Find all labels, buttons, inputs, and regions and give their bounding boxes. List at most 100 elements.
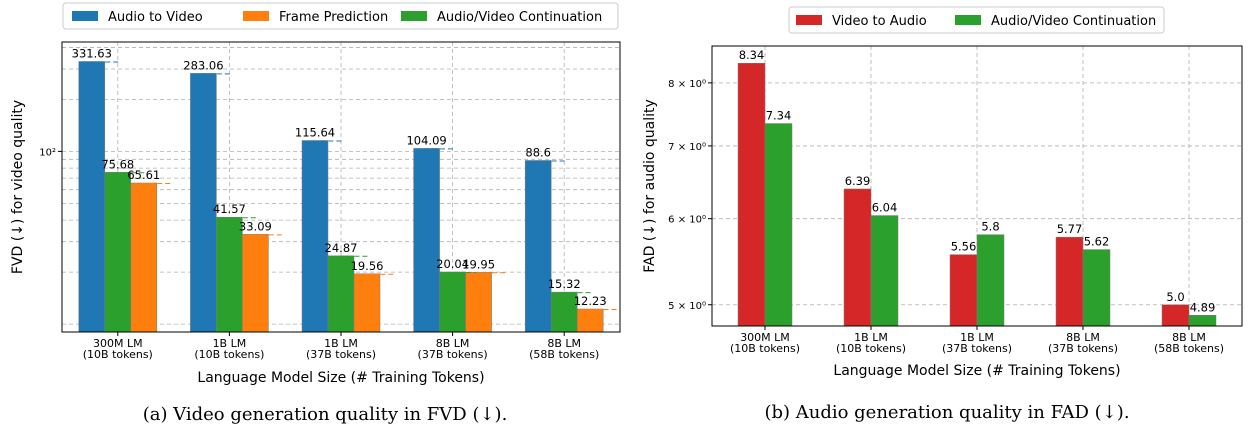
legend-swatch-audio-to-video	[72, 11, 98, 21]
bar-audio-to-video	[78, 61, 106, 333]
legend-label-frame-prediction: Frame Prediction	[279, 10, 388, 25]
bar-audio-video-continuation	[439, 271, 466, 333]
data-label-video-to-audio: 5.0	[1166, 290, 1184, 304]
legend-label-video-to-audio: Video to Audio	[832, 14, 927, 29]
chart-a-reference-lines	[89, 61, 619, 310]
bar-frame-prediction	[576, 308, 604, 333]
data-label-audio-to-video: 115.64	[295, 126, 335, 140]
chart-a-x-ticks: 300M LM(10B tokens)1B LM(10B tokens)1B L…	[83, 332, 599, 361]
x-tick-label: (37B tokens)	[1048, 342, 1118, 355]
data-label-audio-video-continuation: 24.87	[325, 241, 358, 255]
data-label-audio-video-continuation: 5.62	[1084, 235, 1110, 249]
data-label-video-to-audio: 5.77	[1057, 222, 1083, 236]
bar-frame-prediction	[242, 234, 269, 333]
chart-b-caption: (b) Audio generation quality in FAD (↓).	[764, 402, 1129, 423]
x-tick-label: 1B LM	[960, 331, 994, 344]
bar-frame-prediction	[465, 272, 492, 333]
x-tick-label: (58B tokens)	[529, 348, 599, 361]
chart-b-legend: Video to Audio Audio/Video Continuation	[788, 6, 1165, 34]
chart-a-y-axis-label: FVD (↓) for video quality	[10, 100, 26, 274]
legend-swatch-av-continuation-b	[955, 15, 981, 25]
bar-audio-video-continuation	[870, 215, 899, 327]
bar-audio-video-continuation	[764, 123, 793, 327]
legend-swatch-frame-prediction	[243, 11, 269, 21]
x-tick-label: 8B LM	[1172, 331, 1206, 344]
x-tick-label: 300M LM	[740, 331, 790, 344]
data-label-frame-prediction: 19.95	[462, 257, 495, 271]
bar-video-to-audio	[737, 62, 766, 327]
chart-a-legend: Audio to Video Frame Prediction Audio/Vi…	[62, 2, 619, 30]
bar-audio-video-continuation	[216, 216, 243, 333]
x-tick-label: (37B tokens)	[306, 348, 376, 361]
data-label-audio-to-video: 104.09	[406, 133, 446, 147]
data-label-video-to-audio: 8.34	[739, 48, 765, 62]
chart-b-y-ticks: 5 × 10⁰ 6 × 10⁰ 7 × 10⁰ 8 × 10⁰	[668, 79, 712, 312]
data-label-audio-to-video: 88.6	[525, 145, 551, 159]
data-label-audio-video-continuation: 6.04	[872, 201, 898, 215]
audio-fad-chart: 8.34 6.39 5.56 5.77 5.0 7.34 6.04 5.8 5.62 4.89 5…	[642, 6, 1243, 423]
y-tick-label: 5 × 10⁰	[668, 301, 706, 312]
x-tick-label: (10B tokens)	[836, 342, 906, 355]
x-tick-label: (58B tokens)	[1154, 342, 1224, 355]
data-label-frame-prediction: 65.61	[127, 168, 160, 182]
data-label-audio-video-continuation: 75.68	[101, 157, 134, 171]
video-fvd-chart: 331.63 283.06 115.64 104.09 88.6 75.68 41.57 24…	[10, 2, 621, 425]
data-label-audio-video-continuation: 20.04	[436, 257, 469, 271]
y-tick-label: 6 × 10⁰	[668, 215, 706, 226]
legend-swatch-av-continuation	[401, 11, 427, 21]
data-label-frame-prediction: 19.56	[351, 259, 384, 273]
chart-a-legend-box	[62, 2, 619, 30]
bar-video-to-audio	[1161, 304, 1190, 327]
bar-video-to-audio	[949, 254, 978, 327]
legend-label-av-continuation-b: Audio/Video Continuation	[991, 14, 1156, 29]
bar-audio-video-continuation	[976, 234, 1005, 327]
x-tick-label: 8B LM	[436, 337, 470, 350]
data-label-audio-video-continuation: 7.34	[766, 109, 792, 123]
data-label-video-to-audio: 5.56	[951, 240, 977, 254]
bar-video-to-audio	[843, 188, 872, 327]
bar-audio-to-video	[413, 148, 440, 333]
data-label-audio-to-video: 331.63	[72, 46, 112, 60]
x-tick-label: (10B tokens)	[83, 348, 153, 361]
x-tick-label: (37B tokens)	[418, 348, 488, 361]
bar-audio-video-continuation	[1188, 315, 1217, 327]
x-tick-label: (37B tokens)	[942, 342, 1012, 355]
chart-b-bars	[737, 62, 1217, 327]
x-tick-label: 1B LM	[213, 337, 247, 350]
chart-a-y-ticks: 10²	[39, 147, 62, 158]
bar-audio-video-continuation	[327, 255, 355, 333]
bar-frame-prediction	[130, 182, 158, 333]
y-tick-label: 8 × 10⁰	[668, 79, 706, 90]
data-label-audio-to-video: 283.06	[183, 58, 223, 72]
chart-b-x-axis-label: Language Model Size (# Training Tokens)	[833, 363, 1120, 379]
legend-label-av-continuation: Audio/Video Continuation	[437, 10, 602, 25]
bar-audio-to-video	[301, 140, 329, 333]
chart-a-data-labels: 331.63 283.06 115.64 104.09 88.6 75.68 41.57 24…	[72, 46, 607, 308]
y-tick-label: 10²	[39, 147, 56, 158]
data-label-audio-video-continuation: 41.57	[213, 202, 246, 216]
chart-b-y-axis-label: FAD (↓) for audio quality	[642, 99, 658, 273]
data-label-frame-prediction: 33.09	[239, 219, 272, 233]
bar-video-to-audio	[1055, 236, 1084, 327]
x-tick-label: 8B LM	[1066, 331, 1100, 344]
chart-a-x-axis-label: Language Model Size (# Training Tokens)	[197, 370, 484, 386]
chart-a-bars	[78, 61, 604, 333]
x-tick-label: 300M LM	[93, 337, 143, 350]
data-label-audio-video-continuation: 15.32	[548, 277, 581, 291]
bar-audio-video-continuation	[104, 172, 132, 333]
bar-audio-video-continuation	[1082, 249, 1111, 327]
data-label-audio-video-continuation: 5.8	[981, 220, 999, 234]
y-tick-label: 7 × 10⁰	[668, 142, 706, 153]
data-label-video-to-audio: 6.39	[845, 174, 871, 188]
legend-label-audio-to-video: Audio to Video	[108, 10, 203, 25]
chart-a-caption: (a) Video generation quality in FVD (↓).	[143, 404, 508, 425]
chart-b-data-labels: 8.34 6.39 5.56 5.77 5.0 7.34 6.04 5.8 5.62 4.89	[739, 48, 1216, 314]
bar-frame-prediction	[353, 273, 381, 333]
x-tick-label: 1B LM	[854, 331, 888, 344]
data-label-audio-video-continuation: 4.89	[1190, 300, 1216, 314]
legend-swatch-video-to-audio	[796, 15, 822, 25]
data-label-frame-prediction: 12.23	[574, 294, 607, 308]
x-tick-label: 8B LM	[547, 337, 581, 350]
x-tick-label: (10B tokens)	[730, 342, 800, 355]
